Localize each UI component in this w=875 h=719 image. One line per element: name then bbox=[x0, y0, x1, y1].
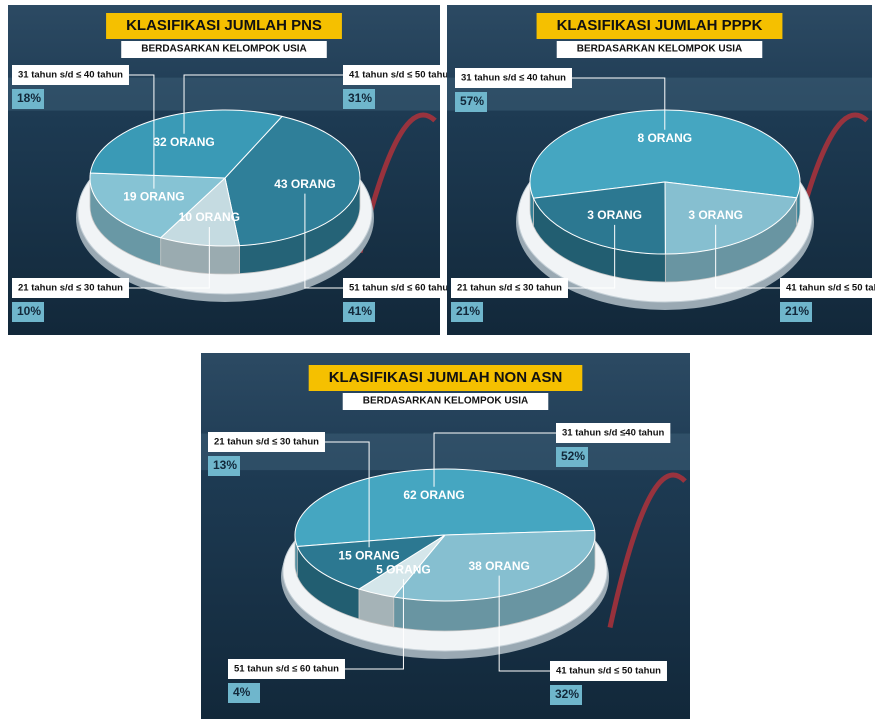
share-label: 57% bbox=[460, 94, 484, 108]
slice-label: 15 ORANG bbox=[338, 548, 399, 562]
chart-title: KLASIFIKASI JUMLAH NON ASN bbox=[329, 369, 563, 386]
callout-category: 21 tahun s/d ≤ 30 tahun bbox=[18, 283, 123, 294]
slice-label: 3 ORANG bbox=[587, 208, 642, 222]
share-label: 18% bbox=[17, 91, 41, 105]
chart-title: KLASIFIKASI JUMLAH PPPK bbox=[557, 17, 763, 34]
share-label: 21% bbox=[785, 304, 809, 318]
share-label: 4% bbox=[233, 685, 251, 699]
callout-category: 31 tahun s/d ≤ 40 tahun bbox=[461, 73, 566, 84]
chart-title: KLASIFIKASI JUMLAH PNS bbox=[126, 17, 322, 34]
slice-label: 19 ORANG bbox=[123, 190, 184, 204]
infographic: KLASIFIKASI JUMLAH PNS BERDASARKAN KELOMP… bbox=[0, 0, 875, 719]
slice-label: 32 ORANG bbox=[153, 135, 214, 149]
share-label: 31% bbox=[348, 91, 372, 105]
slice-label: 8 ORANG bbox=[637, 131, 692, 145]
share-label: 10% bbox=[17, 304, 41, 318]
callout-category: 31 tahun s/d ≤40 tahun bbox=[562, 428, 665, 439]
callout-category: 41 tahun s/d ≤ 50 tahun bbox=[349, 70, 454, 81]
share-label: 21% bbox=[456, 304, 480, 318]
callout-category: 41 tahun s/d ≤ 50 tahun bbox=[786, 283, 875, 294]
callout-category: 41 tahun s/d ≤ 50 tahun bbox=[556, 666, 661, 677]
chart-subtitle: BERDASARKAN KELOMPOK USIA bbox=[141, 44, 307, 55]
callout-category: 21 tahun s/d ≤ 30 tahun bbox=[457, 283, 562, 294]
slice-label: 38 ORANG bbox=[468, 559, 529, 573]
slice-label: 3 ORANG bbox=[688, 208, 743, 222]
callout-category: 21 tahun s/d ≤ 30 tahun bbox=[214, 437, 319, 448]
slice-label: 43 ORANG bbox=[274, 177, 335, 191]
share-label: 52% bbox=[561, 449, 585, 463]
slice-label: 10 ORANG bbox=[179, 210, 240, 224]
slice-label: 62 ORANG bbox=[403, 488, 464, 502]
callout-category: 51 tahun s/d ≤ 60 tahun bbox=[349, 283, 454, 294]
share-label: 41% bbox=[348, 304, 372, 318]
chart-subtitle: BERDASARKAN KELOMPOK USIA bbox=[577, 44, 743, 55]
chart-subtitle: BERDASARKAN KELOMPOK USIA bbox=[363, 396, 529, 407]
slice-label: 5 ORANG bbox=[376, 562, 431, 576]
share-label: 13% bbox=[213, 458, 237, 472]
callout-category: 51 tahun s/d ≤ 60 tahun bbox=[234, 664, 339, 675]
callout-category: 31 tahun s/d ≤ 40 tahun bbox=[18, 70, 123, 81]
share-label: 32% bbox=[555, 687, 579, 701]
